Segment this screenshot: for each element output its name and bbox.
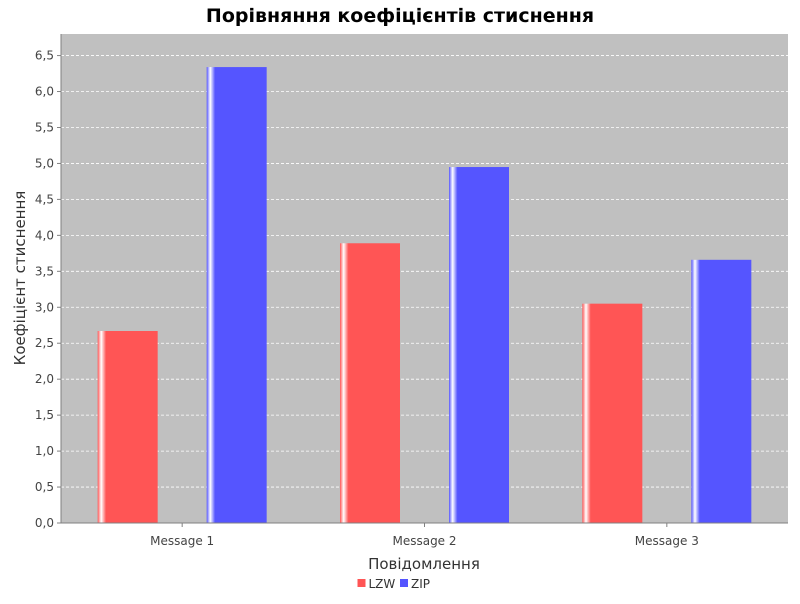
y-tick-label: 5,5: [35, 120, 54, 134]
bar-zip-2: [449, 167, 509, 524]
y-tick-label: 1,0: [35, 444, 54, 458]
legend-swatch: [357, 579, 366, 587]
plot-area: 0,0 0,5 1,0 1,5 2,0 2,5 3,0 3,5 4,0 4,5 5,0 5,5 6,0 6…: [35, 34, 788, 548]
y-tick-label: 6,0: [35, 85, 54, 99]
legend-label: LZW: [369, 577, 396, 591]
legend-swatch: [400, 579, 408, 587]
legend-item-lzw: LZW: [357, 577, 396, 591]
x-tick-label: Message 3: [635, 534, 699, 548]
y-tick-label: 3,0: [35, 300, 54, 314]
bar-lzw-3: [582, 303, 643, 523]
bar-lzw-1: [97, 330, 158, 523]
chart-title: Порівняння коефіцієнтів стиснення: [206, 5, 594, 27]
y-tick-label: 2,5: [35, 336, 54, 350]
y-tick-label: 4,5: [35, 192, 54, 206]
bar-zip-3: [691, 259, 752, 523]
y-tick-label: 2,0: [35, 372, 54, 386]
y-axis-label: Коефіцієнт стиснення: [11, 191, 29, 366]
legend: LZW ZIP: [357, 577, 430, 591]
y-tick-label: 5,0: [35, 156, 54, 170]
y-tick-label: 0,0: [35, 516, 54, 530]
y-tick-label: 3,5: [35, 264, 54, 278]
x-tick-label: Message 2: [392, 534, 456, 548]
y-tick-label: 1,5: [35, 408, 54, 422]
legend-item-zip: ZIP: [400, 577, 430, 591]
bar-lzw-2: [340, 243, 400, 523]
y-tick-label: 6,5: [35, 49, 54, 63]
y-tick-label: 0,5: [35, 480, 54, 494]
y-tick-label: 4,0: [35, 228, 54, 242]
legend-label: ZIP: [411, 577, 430, 591]
x-axis-label: Повідомлення: [368, 555, 480, 573]
x-tick-label: Message 1: [150, 534, 214, 548]
bar-zip-1: [206, 67, 267, 524]
plot-background: [61, 34, 788, 523]
